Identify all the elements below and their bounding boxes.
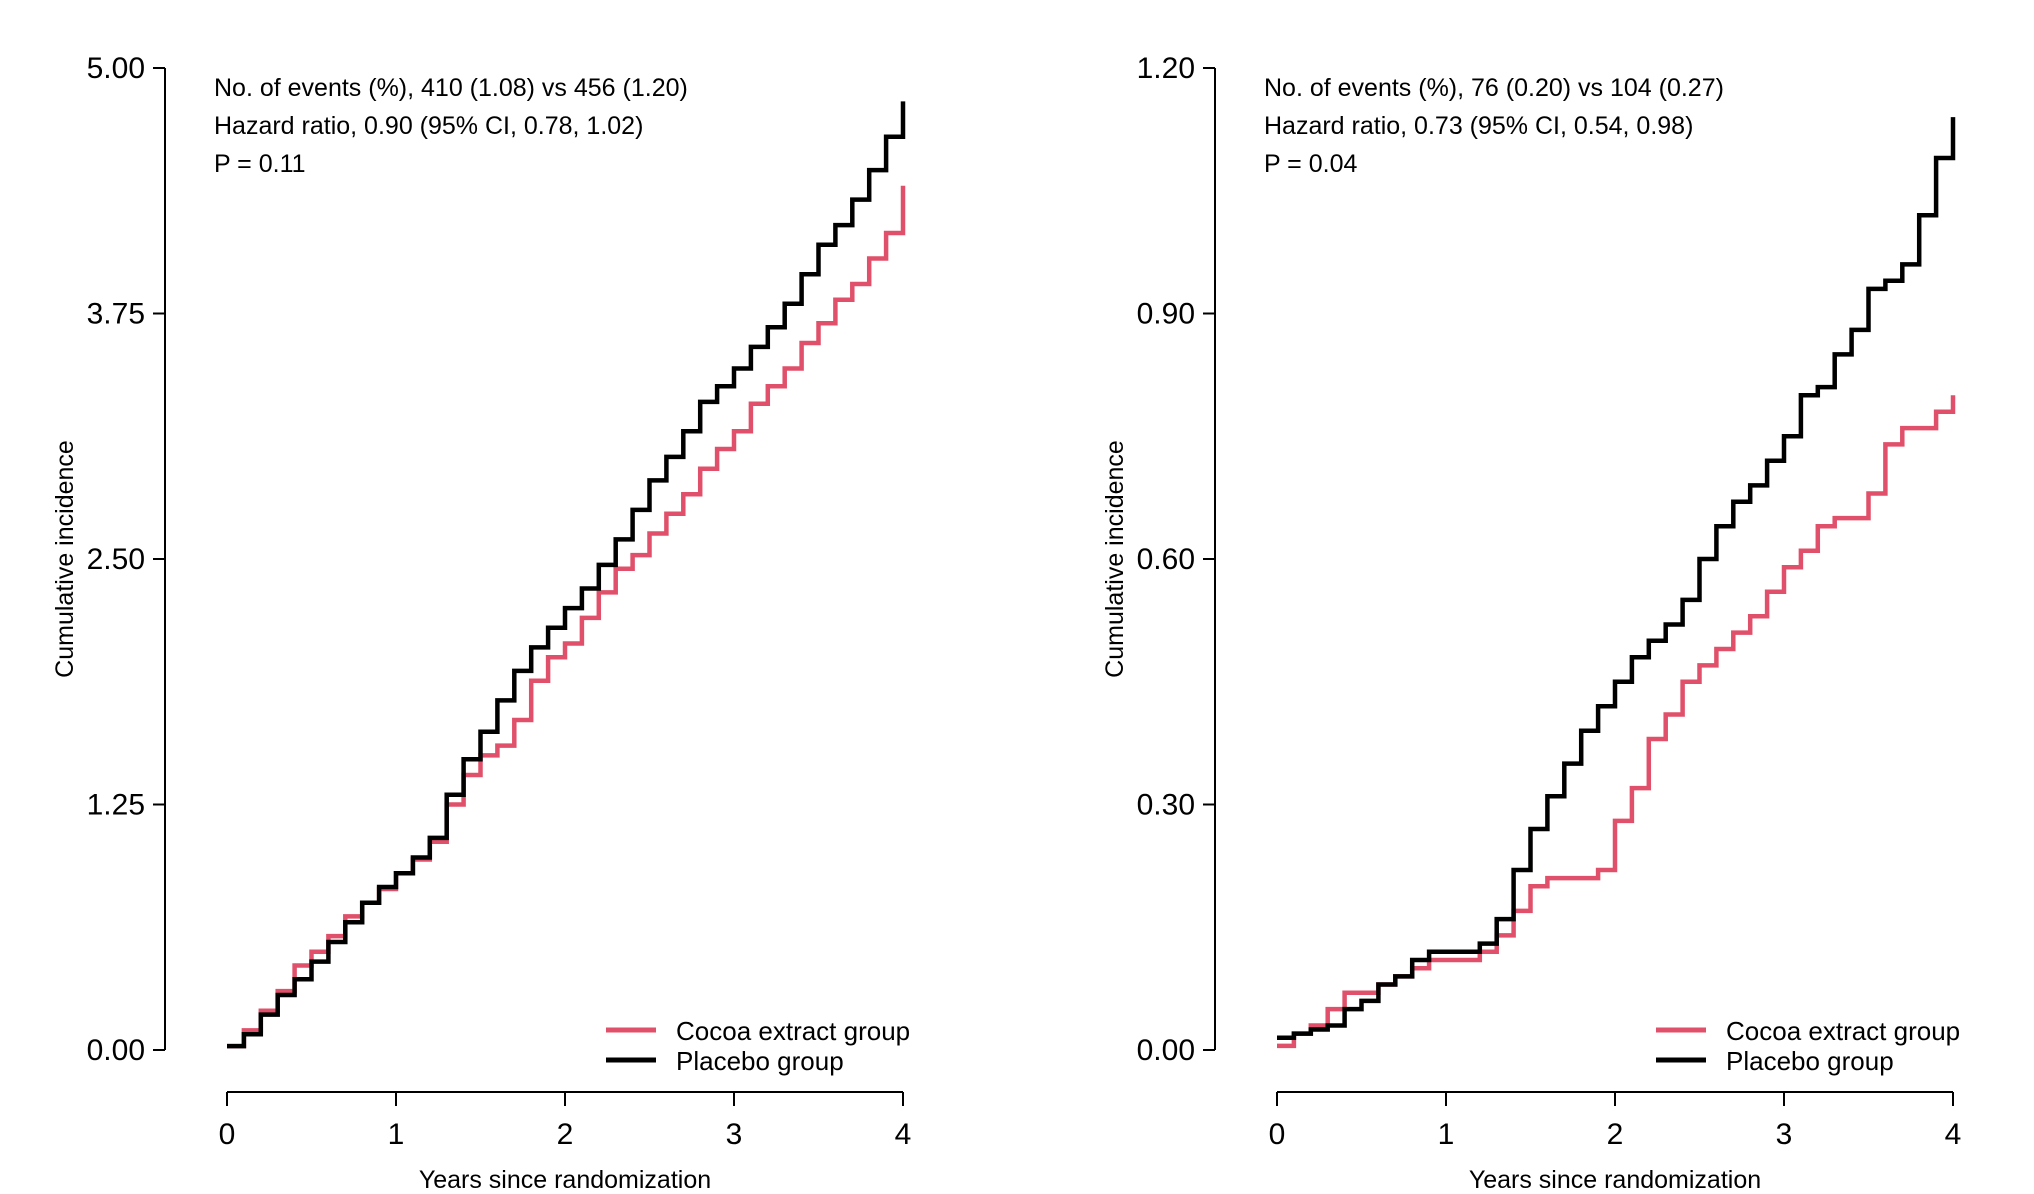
x-tick-label: 3: [726, 1118, 743, 1151]
legend-label-cocoa: Cocoa extract group: [676, 1016, 910, 1046]
x-tick-label: 4: [895, 1118, 912, 1151]
x-tick-label: 2: [1607, 1118, 1624, 1151]
left-panel: Cumulative incidence Years since randomi…: [51, 52, 911, 1194]
series-line-cocoa: [1277, 395, 1956, 1049]
y-tick-label: 3.75: [87, 298, 145, 331]
legend: Cocoa extract group Placebo group: [606, 1016, 910, 1076]
x-tick-label: 1: [388, 1118, 405, 1151]
annotation-events: No. of events (%), 76 (0.20) vs 104 (0.2…: [1264, 74, 1724, 102]
y-axis-label: Cumulative incidence: [1101, 440, 1129, 678]
y-tick-label: 5.00: [87, 52, 145, 85]
annotation-p-value: P = 0.04: [1264, 150, 1357, 178]
x-tick-label: 1: [1438, 1118, 1455, 1151]
x-tick-label: 3: [1776, 1118, 1793, 1151]
right-panel: Cumulative incidence Years since randomi…: [1101, 52, 1961, 1194]
y-tick-label: 1.25: [87, 789, 145, 822]
annotation-events: No. of events (%), 410 (1.08) vs 456 (1.…: [214, 74, 688, 102]
series-line-placebo: [1277, 117, 1956, 1040]
x-tick-label: 4: [1945, 1118, 1962, 1151]
y-tick-label: 0.60: [1137, 543, 1195, 576]
x-axis-label: Years since randomization: [419, 1166, 711, 1194]
y-tick-label: 2.50: [87, 543, 145, 576]
x-tick-label: 2: [557, 1118, 574, 1151]
annotation-hazard-ratio: Hazard ratio, 0.73 (95% CI, 0.54, 0.98): [1264, 112, 1693, 140]
annotation-p-value: P = 0.11: [214, 150, 306, 178]
y-tick-label: 0.00: [1137, 1034, 1195, 1067]
x-axis-label: Years since randomization: [1469, 1166, 1761, 1194]
y-tick-label: 1.20: [1137, 52, 1195, 85]
legend-label-placebo: Placebo group: [1726, 1046, 1894, 1076]
y-tick-label: 0.90: [1137, 298, 1195, 331]
legend-label-cocoa: Cocoa extract group: [1726, 1016, 1960, 1046]
series-line-placebo: [227, 101, 906, 1049]
y-axis-label: Cumulative incidence: [51, 440, 79, 678]
x-tick-label: 0: [219, 1118, 236, 1151]
y-tick-label: 0.30: [1137, 789, 1195, 822]
x-tick-label: 0: [1269, 1118, 1286, 1151]
legend: Cocoa extract group Placebo group: [1656, 1016, 1960, 1076]
legend-label-placebo: Placebo group: [676, 1046, 844, 1076]
y-tick-label: 0.00: [87, 1034, 145, 1067]
annotation-hazard-ratio: Hazard ratio, 0.90 (95% CI, 0.78, 1.02): [214, 112, 643, 140]
